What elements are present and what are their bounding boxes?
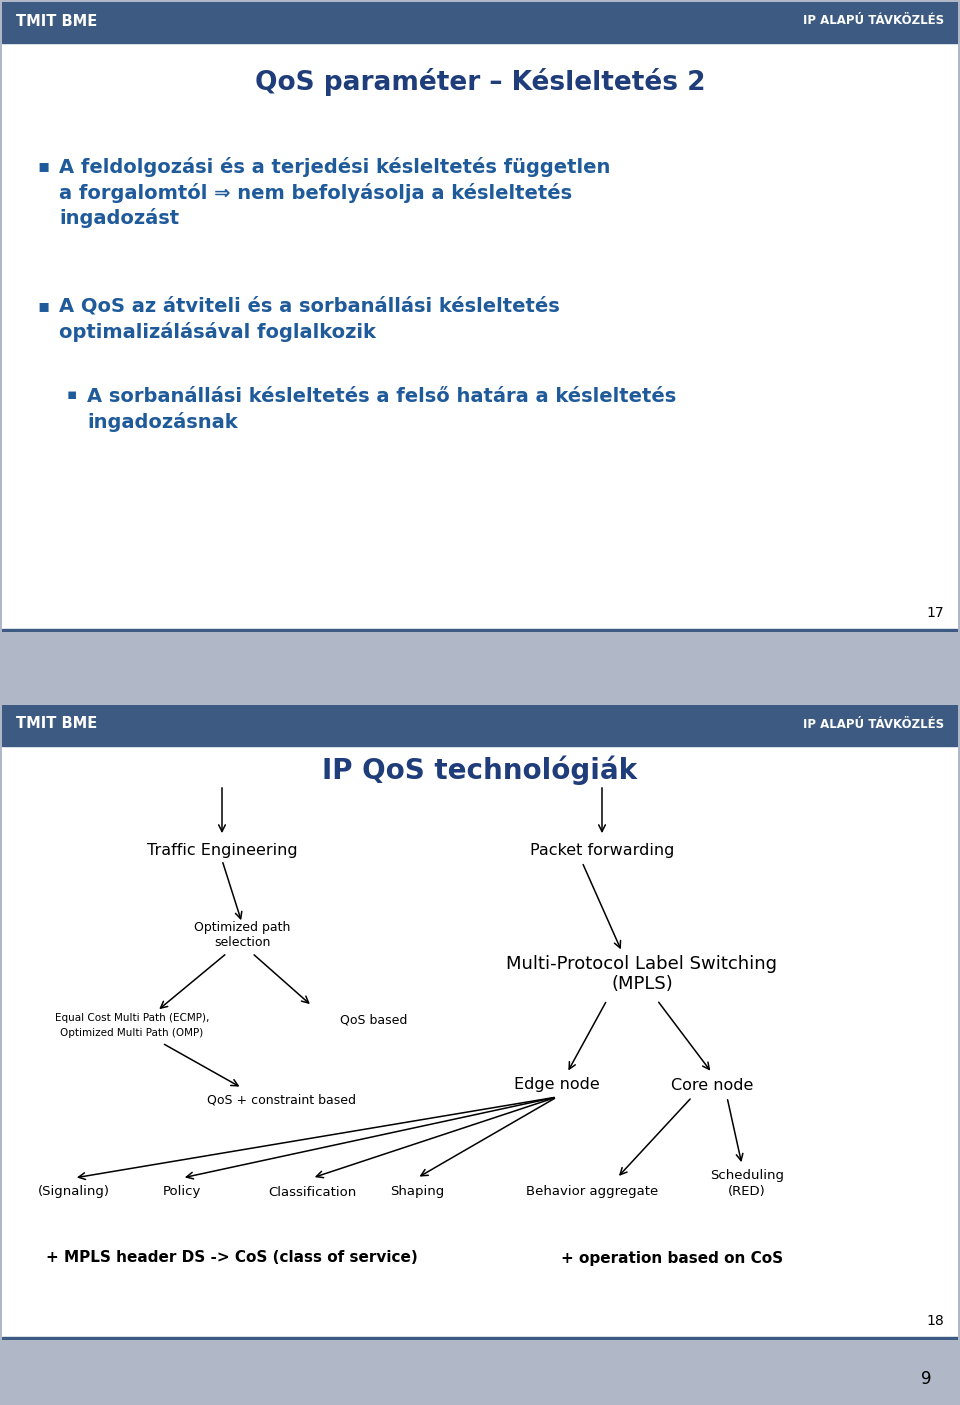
Text: Behavior aggregate: Behavior aggregate	[526, 1186, 659, 1198]
Text: Edge node: Edge node	[515, 1078, 600, 1093]
Text: + MPLS header DS -> CoS (class of service): + MPLS header DS -> CoS (class of servic…	[46, 1250, 418, 1266]
Text: 17: 17	[926, 606, 944, 620]
Text: IP QoS technológiák: IP QoS technológiák	[323, 756, 637, 785]
Text: Optimized Multi Path (OMP): Optimized Multi Path (OMP)	[60, 1028, 204, 1038]
Text: A feldolgozási és a terjedési késleltetés független
a forgalomtól ⇒ nem befolyás: A feldolgozási és a terjedési késlelteté…	[59, 157, 611, 228]
Text: 9: 9	[921, 1370, 931, 1388]
Text: QoS + constraint based: QoS + constraint based	[207, 1093, 356, 1107]
Bar	[2, 1338, 958, 1340]
Text: A sorbanállási késleltetés a felső határa a késleltetés
ingadozásnak: A sorbanállási késleltetés a felső határ…	[87, 386, 676, 431]
Text: ▪: ▪	[37, 296, 49, 315]
Text: TMIT BME: TMIT BME	[16, 14, 97, 28]
Text: selection: selection	[214, 937, 270, 950]
Text: Packet forwarding: Packet forwarding	[530, 843, 674, 857]
Text: IP ALAPÚ TÁVKÖZLÉS: IP ALAPÚ TÁVKÖZLÉS	[803, 14, 944, 28]
Text: Optimized path: Optimized path	[194, 922, 290, 934]
Text: (MPLS): (MPLS)	[612, 975, 673, 993]
Text: (RED): (RED)	[728, 1186, 766, 1198]
Bar	[2, 705, 958, 743]
Text: TMIT BME: TMIT BME	[16, 717, 97, 732]
Text: Traffic Engineering: Traffic Engineering	[147, 843, 298, 857]
Text: Scheduling: Scheduling	[710, 1169, 784, 1183]
Bar	[2, 1, 958, 39]
Bar	[2, 629, 958, 632]
Text: Classification: Classification	[268, 1186, 356, 1198]
Text: + operation based on CoS: + operation based on CoS	[561, 1250, 783, 1266]
Text: Multi-Protocol Label Switching: Multi-Protocol Label Switching	[507, 955, 778, 974]
Text: A QoS az átviteli és a sorbanállási késleltetés
optimalizálásával foglalkozik: A QoS az átviteli és a sorbanállási késl…	[59, 296, 560, 341]
Text: 18: 18	[926, 1314, 944, 1328]
Text: QoS based: QoS based	[340, 1013, 407, 1027]
Text: Equal Cost Multi Path (ECMP),: Equal Cost Multi Path (ECMP),	[55, 1013, 209, 1023]
Bar	[2, 39, 958, 44]
Text: ▪: ▪	[67, 386, 78, 402]
Text: Shaping: Shaping	[390, 1186, 444, 1198]
Text: Core node: Core node	[671, 1078, 754, 1093]
Text: Policy: Policy	[163, 1186, 202, 1198]
Text: QoS paraméter – Késleltetés 2: QoS paraméter – Késleltetés 2	[254, 67, 706, 96]
Text: ▪: ▪	[37, 157, 49, 176]
Text: IP ALAPÚ TÁVKÖZLÉS: IP ALAPÚ TÁVKÖZLÉS	[803, 718, 944, 731]
Text: (Signaling): (Signaling)	[38, 1186, 110, 1198]
Bar	[2, 743, 958, 746]
